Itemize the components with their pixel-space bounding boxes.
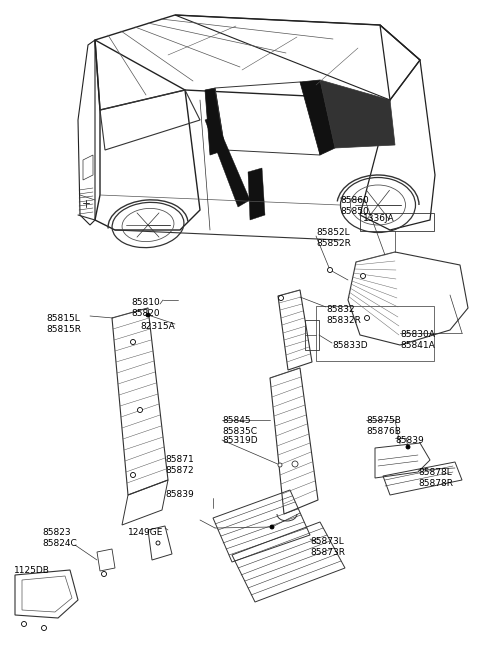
Circle shape [131, 472, 135, 477]
Text: 85845
85835C: 85845 85835C [222, 416, 257, 436]
Text: 85832
85832R: 85832 85832R [326, 305, 361, 325]
Text: 1249GE: 1249GE [128, 528, 163, 537]
Circle shape [360, 274, 365, 278]
Circle shape [278, 463, 282, 467]
Circle shape [406, 445, 410, 449]
Bar [305, 320, 319, 350]
Bar [316, 306, 434, 361]
Circle shape [270, 525, 274, 529]
Text: 85830A
85841A: 85830A 85841A [400, 330, 435, 350]
Circle shape [137, 407, 143, 413]
Circle shape [22, 622, 26, 626]
Text: 82315A: 82315A [140, 322, 175, 331]
Circle shape [131, 339, 135, 345]
Circle shape [278, 295, 284, 301]
Text: 85839: 85839 [395, 436, 424, 445]
Text: 85815L
85815R: 85815L 85815R [46, 314, 81, 334]
Text: 85860
85850: 85860 85850 [340, 196, 369, 216]
Text: 85871
85872: 85871 85872 [165, 455, 194, 475]
Polygon shape [205, 116, 250, 207]
Circle shape [146, 313, 150, 317]
Circle shape [292, 461, 298, 467]
Bar [360, 213, 434, 231]
Polygon shape [320, 80, 395, 148]
Text: 85319D: 85319D [222, 436, 258, 445]
Circle shape [101, 572, 107, 576]
Text: 85823
85824C: 85823 85824C [42, 528, 77, 548]
Text: 85875B
85876B: 85875B 85876B [366, 416, 401, 436]
Polygon shape [205, 88, 225, 155]
Text: 85839: 85839 [165, 490, 194, 499]
Text: 85852L
85852R: 85852L 85852R [316, 228, 351, 248]
Circle shape [364, 316, 370, 320]
Text: 1125DB: 1125DB [14, 566, 50, 575]
Polygon shape [300, 80, 335, 155]
Polygon shape [248, 168, 265, 220]
Text: 85878L
85878R: 85878L 85878R [418, 468, 453, 488]
Text: 85873L
85873R: 85873L 85873R [310, 537, 345, 557]
Circle shape [41, 626, 47, 631]
Text: 85810
85820: 85810 85820 [131, 298, 160, 318]
Text: 85833D: 85833D [332, 341, 368, 350]
Circle shape [156, 541, 160, 545]
Text: 1336JA: 1336JA [363, 214, 395, 223]
Circle shape [327, 267, 333, 272]
